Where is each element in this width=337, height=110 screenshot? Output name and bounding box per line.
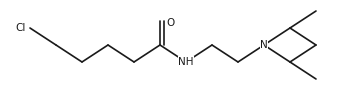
Text: Cl: Cl xyxy=(16,23,26,33)
Text: O: O xyxy=(166,18,174,28)
Text: NH: NH xyxy=(178,57,194,67)
Text: N: N xyxy=(260,40,268,50)
